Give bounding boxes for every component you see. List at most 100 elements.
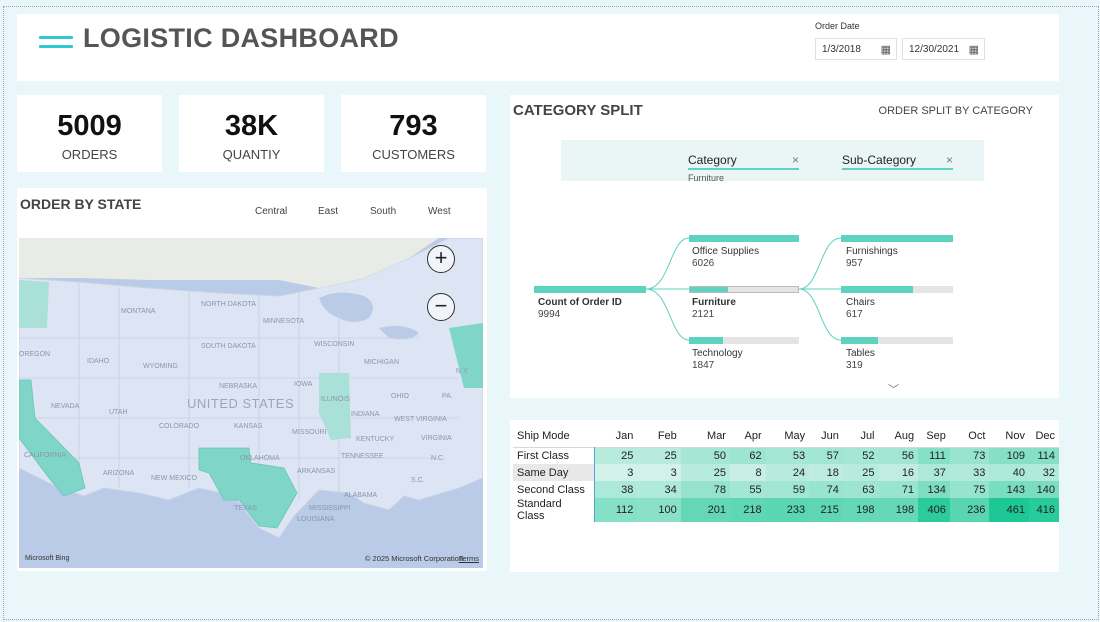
table-cell: 16 xyxy=(878,464,919,481)
level2-label: Tables xyxy=(846,348,875,359)
root-bar[interactable] xyxy=(534,286,646,293)
level2-label: Furnishings xyxy=(846,246,898,257)
zoom-in-button[interactable]: + xyxy=(427,245,455,273)
bar-fill xyxy=(841,235,953,242)
table-cell: 201 xyxy=(680,498,730,522)
hamburger-icon[interactable] xyxy=(39,36,73,48)
column-header-month[interactable]: Apr xyxy=(744,429,762,442)
table-cell: 40 xyxy=(989,464,1029,481)
tree-connectors xyxy=(645,237,842,341)
close-icon[interactable]: × xyxy=(945,153,953,167)
table-cell: 134 xyxy=(918,481,950,498)
level2-bar-tables[interactable] xyxy=(841,337,953,344)
row-label: Same Day xyxy=(513,464,595,481)
column-header-month[interactable]: Jan xyxy=(615,429,634,442)
svg-text:ARIZONA: ARIZONA xyxy=(103,470,134,477)
column-header-month[interactable]: Nov xyxy=(1005,429,1025,442)
svg-text:TEXAS: TEXAS xyxy=(234,505,257,512)
map-terms-link[interactable]: Terms xyxy=(458,554,479,563)
svg-text:VIRGINIA: VIRGINIA xyxy=(421,435,452,442)
column-header-month[interactable]: Feb xyxy=(657,429,677,442)
level2-bar-furnishings[interactable] xyxy=(841,235,953,242)
chevron-down-icon[interactable]: ﹀ xyxy=(888,384,899,396)
legend-south[interactable]: South xyxy=(370,206,397,217)
kpi-label: ORDERS xyxy=(61,147,118,162)
table-row[interactable]: Second Class 38 34 78 55 59 74 63 71 134 75 143 140 xyxy=(513,481,1059,498)
table-cell: 24 xyxy=(765,464,810,481)
subcategory-filter-label: Sub-Category xyxy=(842,153,917,167)
calendar-icon[interactable]: ▦ xyxy=(880,44,891,56)
level1-bar-technology[interactable] xyxy=(689,337,799,344)
table-row[interactable]: First Class 25 25 50 62 53 57 52 56 111 73 109 114 xyxy=(513,446,1059,464)
svg-text:LOUISIANA: LOUISIANA xyxy=(297,516,335,523)
svg-text:MONTANA: MONTANA xyxy=(121,308,156,315)
column-header-month[interactable]: Jul xyxy=(860,429,875,442)
column-header-month[interactable]: Dec xyxy=(1035,429,1055,442)
level2-value: 319 xyxy=(846,360,863,371)
svg-text:KANSAS: KANSAS xyxy=(234,423,263,430)
table-cell: 62 xyxy=(729,446,766,464)
table-cell: 34 xyxy=(637,481,681,498)
category-title: CATEGORY SPLIT xyxy=(513,102,643,119)
row-label: First Class xyxy=(513,446,595,464)
table-cell: 461 xyxy=(989,498,1029,522)
column-header-month[interactable]: May xyxy=(784,429,806,442)
legend-west[interactable]: West xyxy=(428,206,451,217)
table-cell: 38 xyxy=(594,481,638,498)
level1-label: Furniture xyxy=(692,297,736,308)
date-to-value: 12/30/2021 xyxy=(909,44,960,55)
ship-mode-table: Ship Mode Jan Feb Mar Apr May Jun Jul Aug Sep Oct N… xyxy=(513,425,1059,522)
legend-central[interactable]: Central xyxy=(255,206,288,217)
svg-text:NEW MEXICO: NEW MEXICO xyxy=(151,475,197,482)
table-cell: 8 xyxy=(729,464,766,481)
table-cell: 53 xyxy=(765,446,810,464)
table-cell: 215 xyxy=(809,498,843,522)
level2-bar-chairs[interactable] xyxy=(841,286,953,293)
svg-text:COLORADO: COLORADO xyxy=(159,423,200,430)
table-cell: 57 xyxy=(809,446,843,464)
svg-text:ARKANSAS: ARKANSAS xyxy=(297,468,335,475)
date-from-input[interactable]: 1/3/2018 ▦ xyxy=(815,38,897,60)
kpi-quantity: 38K QUANTIY xyxy=(179,95,324,172)
level1-value: 2121 xyxy=(692,309,715,320)
column-header-month[interactable]: Aug xyxy=(894,429,915,442)
table-cell: 218 xyxy=(729,498,766,522)
table-row[interactable]: Standard Class 112 100 201 218 233 215 198 198 40… xyxy=(513,498,1059,522)
table-cell: 56 xyxy=(878,446,919,464)
category-filter-value: Furniture xyxy=(688,173,725,183)
table-cell: 100 xyxy=(637,498,681,522)
header-card: LOGISTIC DASHBOARD Order Date 1/3/2018 ▦… xyxy=(17,14,1059,81)
svg-text:WYOMING: WYOMING xyxy=(143,363,178,370)
date-to-input[interactable]: 12/30/2021 ▦ xyxy=(902,38,985,60)
column-header-month[interactable]: Mar xyxy=(707,429,726,442)
table-cell: 74 xyxy=(809,481,843,498)
column-header-month[interactable]: Sep xyxy=(926,429,946,442)
us-map[interactable]: NORTH DAKOTA MONTANA MINNESOTA SOUTH DAK… xyxy=(19,238,483,568)
order-date-label: Order Date xyxy=(815,21,860,31)
table-cell: 55 xyxy=(729,481,766,498)
column-header-month[interactable]: Jun xyxy=(821,429,839,442)
svg-text:NEVADA: NEVADA xyxy=(51,403,80,410)
svg-text:PA.: PA. xyxy=(442,393,453,400)
svg-text:N.Y.: N.Y. xyxy=(456,368,469,375)
subcategory-filter[interactable]: Sub-Category × xyxy=(842,153,953,170)
table-row[interactable]: Same Day 3 3 25 8 24 18 25 16 37 33 40 32 xyxy=(513,464,1059,481)
level2-value: 617 xyxy=(846,309,863,320)
close-icon[interactable]: × xyxy=(791,153,799,167)
column-header-ship-mode[interactable]: Ship Mode xyxy=(517,429,570,442)
svg-text:IDAHO: IDAHO xyxy=(87,358,110,365)
svg-text:NEBRASKA: NEBRASKA xyxy=(219,383,257,390)
category-filter-label: Category xyxy=(688,153,737,167)
column-header-month[interactable]: Oct xyxy=(968,429,986,442)
table-cell: 18 xyxy=(809,464,843,481)
calendar-icon[interactable]: ▦ xyxy=(968,44,979,56)
level1-bar-office-supplies[interactable] xyxy=(689,235,799,242)
table-cell: 198 xyxy=(842,498,879,522)
zoom-out-button[interactable]: − xyxy=(427,293,455,321)
level1-bar-furniture[interactable] xyxy=(689,286,799,293)
filter-band: Category × Furniture Sub-Category × xyxy=(561,140,984,183)
legend-east[interactable]: East xyxy=(318,206,339,217)
svg-text:MINNESOTA: MINNESOTA xyxy=(263,318,304,325)
category-filter[interactable]: Category × xyxy=(688,153,799,170)
bar-fill xyxy=(841,337,878,344)
